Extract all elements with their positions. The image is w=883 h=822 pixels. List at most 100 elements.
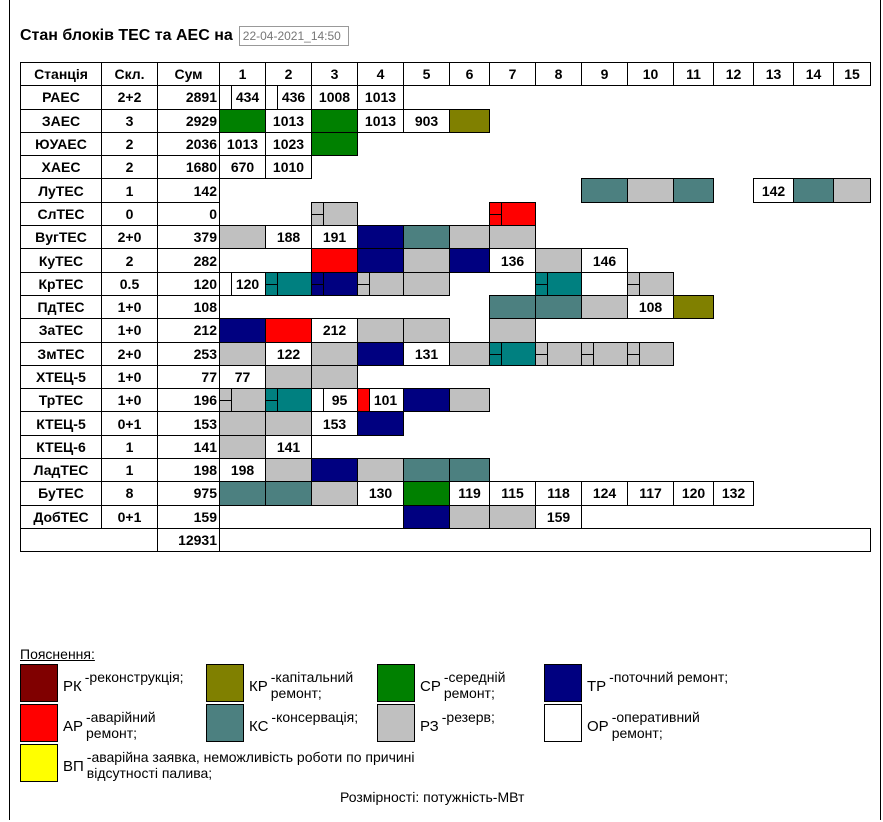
station-name: ЛадТЕС: [20, 458, 102, 483]
unit-empty: [312, 156, 871, 179]
unit-empty: [358, 365, 871, 388]
legend-description: -консервація;: [271, 709, 359, 725]
header-unit-8: 8: [535, 61, 582, 87]
unit-power: 117: [639, 485, 662, 502]
header-unit-6: 6: [449, 61, 490, 87]
unit-power: 122: [276, 345, 301, 362]
unit-cell: 141: [265, 434, 312, 460]
unit-power: 434: [235, 89, 260, 106]
unit-cell: [311, 201, 358, 227]
unit-cell: 117: [627, 481, 674, 506]
unit-power: 1008: [318, 89, 351, 106]
header-unit-11: 11: [673, 61, 714, 87]
unit-empty: [220, 249, 312, 272]
unit-cell: [265, 271, 312, 296]
station-composition: 1+0: [101, 294, 158, 320]
units-note: Розмірності: потужність-МВт: [340, 789, 525, 805]
unit-power: 1013: [364, 89, 397, 106]
header-composition: Скл.: [101, 61, 158, 87]
unit-power: 146: [592, 252, 617, 269]
unit-subcell: [220, 389, 232, 411]
legend-code: СР: [420, 678, 441, 695]
unit-cell: 670: [219, 155, 266, 180]
unit-cell: [627, 341, 674, 366]
header-station: Станція: [20, 61, 102, 87]
legend-description: -капітальний ремонт;: [270, 669, 354, 701]
legend-code: ОР: [587, 718, 609, 735]
legend-swatch: [20, 744, 58, 782]
unit-empty: [490, 459, 871, 482]
legend-title: Пояснення:: [20, 646, 95, 662]
legend-item: РК -реконструкція;: [20, 664, 200, 702]
unit-cell: 1013: [357, 108, 404, 133]
unit-cell: [673, 294, 714, 320]
unit-empty: [220, 295, 490, 318]
legend-item: ОР -оперативний ремонт;: [544, 704, 744, 742]
unit-cell: [489, 318, 536, 343]
unit-cell: 903: [403, 108, 450, 133]
unit-cell: [219, 108, 266, 133]
station-composition: 0: [101, 201, 158, 227]
unit-cell: [357, 318, 404, 343]
unit-power: 132: [721, 485, 746, 502]
unit-cell: [357, 341, 404, 366]
legend-item: СР -середній ремонт;: [377, 664, 537, 702]
unit-empty: [628, 249, 871, 272]
unit-cell: [311, 271, 358, 296]
unit-cell: [265, 318, 312, 343]
unit-empty: [582, 505, 871, 528]
total-row: 12931: [20, 527, 871, 553]
unit-cell: 132: [713, 481, 754, 506]
unit-cell: [357, 271, 404, 296]
unit-cell: [449, 108, 490, 133]
unit-cell: 436: [265, 85, 312, 110]
legend-description: -аварійний ремонт;: [86, 709, 156, 741]
unit-empty: [754, 482, 871, 505]
unit-empty: [536, 202, 871, 225]
unit-cell: 153: [311, 411, 358, 436]
table-row: ЗмТЕС 2+0 253 122 131: [20, 341, 871, 366]
header-unit-15: 15: [833, 61, 871, 87]
table-header-row: Станція Скл. Сум 1 2 3 4 5 6 7 8 9 10 11 12 13 14 15: [20, 61, 871, 87]
unit-cell: [219, 481, 266, 506]
station-composition: 1: [101, 458, 158, 483]
page-frame: [9, 0, 881, 820]
unit-cell: [403, 504, 450, 529]
unit-cell: [535, 294, 582, 320]
station-sum: 2929: [157, 108, 220, 133]
unit-power: 198: [230, 462, 255, 479]
unit-subcell: [628, 273, 640, 295]
legend-item: КР -капітальний ремонт;: [206, 664, 371, 702]
unit-empty: [404, 412, 871, 435]
station-name: ХАЕС: [20, 155, 102, 180]
table-row: КрТЕС 0.5 120 120: [20, 271, 871, 296]
station-name: ЗАЕС: [20, 108, 102, 133]
unit-cell: [403, 271, 450, 296]
unit-cell: [581, 341, 628, 366]
unit-empty: [674, 272, 871, 295]
legend-swatch: [544, 664, 582, 702]
unit-power: 95: [331, 392, 348, 409]
unit-empty: [536, 226, 871, 249]
header-unit-7: 7: [489, 61, 536, 87]
header-unit-5: 5: [403, 61, 450, 87]
unit-cell: [449, 504, 490, 529]
header-unit-12: 12: [713, 61, 754, 87]
station-sum: 120: [157, 271, 220, 296]
unit-cell: [403, 481, 450, 506]
unit-cell: 188: [265, 225, 312, 250]
unit-cell: [265, 411, 312, 436]
station-composition: 2+0: [101, 341, 158, 366]
unit-cell: 159: [535, 504, 582, 529]
station-name: ВугТЕС: [20, 225, 102, 250]
header-unit-9: 9: [581, 61, 628, 87]
station-composition: 0.5: [101, 271, 158, 296]
unit-cell: [833, 178, 871, 203]
datetime-input[interactable]: [238, 26, 349, 46]
station-sum: 253: [157, 341, 220, 366]
table-row: ЛуТЕС 1 142 142: [20, 178, 871, 203]
unit-empty: [490, 109, 871, 132]
station-composition: 8: [101, 481, 158, 506]
unit-cell: 1010: [265, 155, 312, 180]
unit-cell: 108: [627, 294, 674, 320]
